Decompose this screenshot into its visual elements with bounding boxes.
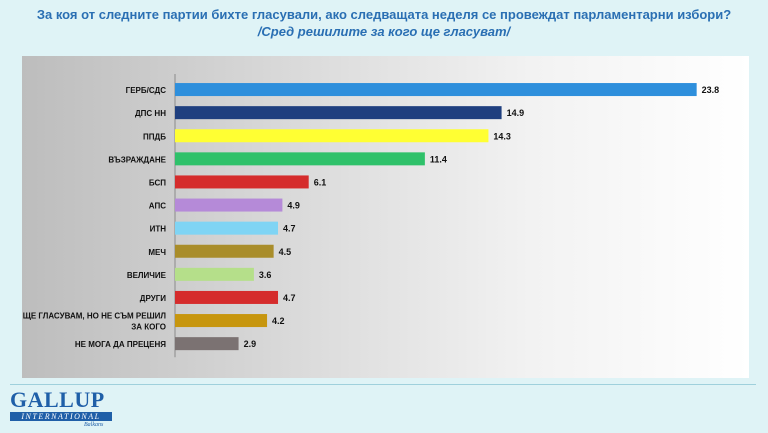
chart-title: За коя от следните партии бихте гласувал…	[36, 7, 732, 22]
tick-label: ППДБ	[143, 132, 166, 141]
tick-label: МЕЧ	[148, 248, 166, 257]
tick-label: ДПС НН	[135, 109, 166, 118]
tick-label: АПС	[149, 202, 166, 211]
bar	[175, 267, 254, 281]
data-label: 4.5	[279, 247, 292, 257]
data-label: 2.9	[244, 339, 257, 349]
bar	[175, 152, 425, 166]
tick-label: БСП	[149, 178, 166, 187]
data-label: 4.7	[283, 224, 296, 234]
logo-international: INTERNATIONAL	[10, 412, 112, 421]
data-label: 14.3	[493, 131, 511, 141]
bar	[175, 221, 279, 235]
data-label: 4.7	[283, 293, 296, 303]
chart-header: За коя от следните партии бихте гласувал…	[0, 6, 768, 40]
bar	[175, 175, 309, 189]
data-label: 4.2	[272, 316, 285, 326]
data-label: 23.8	[702, 85, 720, 95]
tick-label: ДРУГИ	[140, 294, 166, 303]
tick-label: ВЪЗРАЖДАНЕ	[108, 155, 166, 164]
tick-label: ГЕРБ/СДС	[126, 86, 167, 95]
tick-label: ЩЕ ГЛАСУВАМ, НО НЕ СЪМ РЕШИЛ	[23, 312, 167, 321]
data-label: 4.9	[287, 201, 300, 211]
chart-panel: 23.8 ГЕРБ/СДС 14.9 ДПС НН 14.3 ППДБ 11.4 ВЪЗРАЖ…	[22, 56, 749, 378]
bar	[175, 129, 489, 143]
tick-label: НЕ МОГА ДА ПРЕЦЕНЯ	[75, 340, 166, 349]
bar	[175, 337, 239, 351]
tick-label: ВЕЛИЧИЕ	[127, 271, 167, 280]
bar	[175, 290, 279, 304]
data-label: 11.4	[430, 154, 447, 164]
data-label: 14.9	[507, 108, 525, 118]
data-label: 6.1	[314, 177, 327, 187]
footer-divider	[10, 384, 756, 385]
bar	[175, 314, 268, 328]
gallup-logo: GALLUP INTERNATIONAL Balkans	[10, 389, 120, 429]
data-label: 3.6	[259, 270, 272, 280]
logo-region: Balkans	[84, 422, 104, 428]
bar	[175, 83, 697, 97]
tick-label: ЗА КОГО	[131, 323, 166, 332]
tick-label: ИТН	[150, 225, 167, 234]
bar-chart: 23.8 ГЕРБ/СДС 14.9 ДПС НН 14.3 ППДБ 11.4 ВЪЗРАЖ…	[23, 74, 720, 358]
chart-subtitle: /Сред решилите за кого ще гласуват/	[257, 24, 511, 39]
bar	[175, 244, 274, 258]
bar	[175, 198, 283, 212]
logo-name: GALLUP	[10, 387, 105, 412]
bar	[175, 106, 502, 120]
